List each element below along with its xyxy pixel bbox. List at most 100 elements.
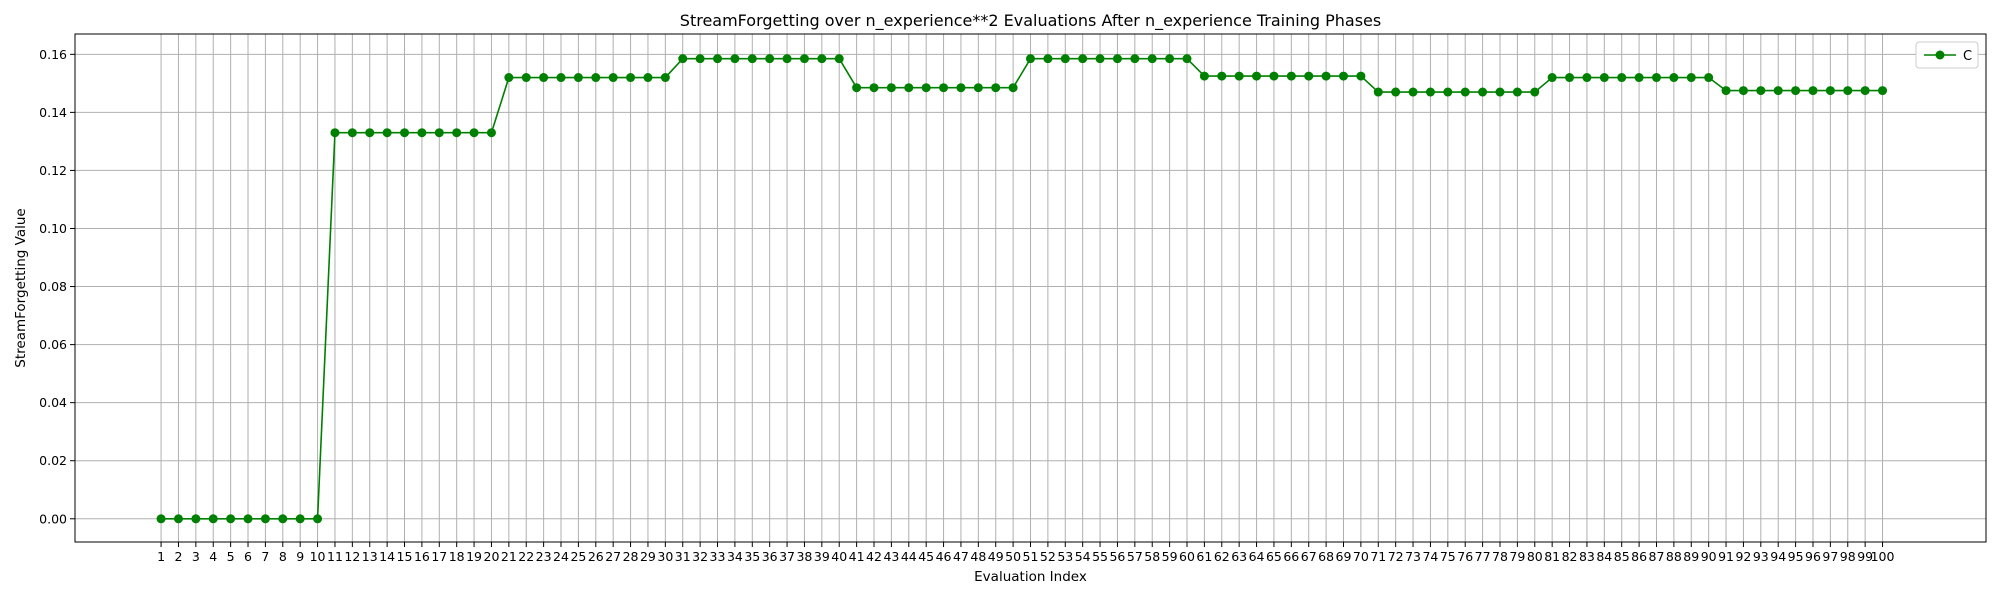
legend-label: C [1963,49,1972,64]
x-tick-label: 26 [588,549,604,564]
legend: C [1915,41,1979,69]
x-tick-label: 51 [1023,549,1039,564]
data-point [1478,87,1488,97]
x-tick-label: 12 [344,549,360,564]
data-point [1043,54,1053,64]
data-point [991,83,1001,93]
x-tick-label: 24 [553,549,569,564]
x-tick-label: 3 [192,549,200,564]
x-tick-label: 75 [1440,549,1456,564]
data-point [1530,87,1540,97]
x-tick-label: 38 [796,549,812,564]
data-point [1252,71,1262,81]
x-tick-label: 9 [296,549,304,564]
x-tick-label: 82 [1562,549,1578,564]
x-tick-label: 30 [657,549,673,564]
data-point [1234,71,1244,81]
data-point [1217,71,1227,81]
x-tick-label: 32 [692,549,708,564]
data-point [486,128,496,138]
data-point [400,128,410,138]
x-tick-label: 16 [414,549,430,564]
y-tick-label: 0.12 [39,163,67,178]
data-point [1373,87,1383,97]
x-tick-label: 57 [1127,549,1143,564]
data-point [226,514,236,524]
x-tick-label: 55 [1092,549,1108,564]
data-point [956,83,966,93]
series-group [156,54,1888,524]
data-point [1060,54,1070,64]
x-tick-label: 71 [1370,549,1386,564]
y-axis-label: StreamForgetting Value [13,208,29,367]
x-tick-label: 56 [1109,549,1125,564]
data-point [539,73,549,83]
data-point [417,128,427,138]
data-point [1338,71,1348,81]
x-tick-label: 93 [1753,549,1769,564]
data-point [1860,86,1870,96]
data-point [208,514,218,524]
x-tick-label: 96 [1805,549,1821,564]
x-tick-label: 87 [1649,549,1665,564]
data-point [1686,73,1696,83]
data-point [1026,54,1035,64]
x-tick-label: 79 [1509,549,1525,564]
data-point [278,514,288,524]
x-tick-label: 60 [1179,549,1195,564]
data-point [1495,87,1505,97]
y-tick-label: 0.08 [39,279,67,294]
x-tick-label: 99 [1857,549,1873,564]
x-tick-label: 49 [988,549,1004,564]
data-point [1460,87,1470,97]
x-tick-label: 1 [157,549,165,564]
x-tick-label: 67 [1301,549,1317,564]
data-point [713,54,723,64]
data-point [156,514,166,524]
x-tick-label: 6 [244,549,252,564]
x-tick-label: 90 [1701,549,1717,564]
x-tick-label: 2 [174,549,182,564]
x-tick-label: 59 [1162,549,1178,564]
x-tick-label: 69 [1336,549,1352,564]
data-point [1843,86,1853,96]
data-point [886,83,896,93]
x-tick-label: 66 [1283,549,1299,564]
x-tick-label: 53 [1057,549,1073,564]
data-point [608,73,618,83]
x-tick-label: 40 [831,549,847,564]
data-point [626,73,636,83]
x-tick-label: 22 [518,549,534,564]
data-point [573,73,583,83]
data-point [747,54,757,64]
x-tick-label: 47 [953,549,969,564]
y-tick-label: 0.04 [39,395,67,410]
data-point [869,83,879,93]
x-tick-label: 18 [449,549,465,564]
x-tick-label: 89 [1683,549,1699,564]
x-axis: 1 2 3 4 5 6 7 8 9 10 11 12 13 14 15 16 17 18 19 20 21 22 23 24 2… [157,542,1895,564]
data-point [852,83,862,93]
x-tick-label: 78 [1492,549,1508,564]
data-point [1634,73,1644,83]
data-point [1321,71,1331,81]
data-point [973,83,983,93]
data-point [1199,71,1209,81]
x-tick-label: 10 [310,549,326,564]
data-point [1738,86,1748,96]
x-tick-label: 25 [570,549,586,564]
x-tick-label: 84 [1596,549,1612,564]
x-tick-label: 70 [1353,549,1369,564]
x-tick-label: 54 [1075,549,1091,564]
data-point [1651,73,1661,83]
y-tick-label: 0.10 [39,221,67,236]
x-tick-label: 46 [936,549,952,564]
x-tick-label: 95 [1788,549,1804,564]
data-point [765,54,775,64]
x-tick-label: 50 [1005,549,1021,564]
data-point [921,83,931,93]
x-tick-label: 63 [1231,549,1247,564]
data-point [434,128,444,138]
data-point [939,83,949,93]
